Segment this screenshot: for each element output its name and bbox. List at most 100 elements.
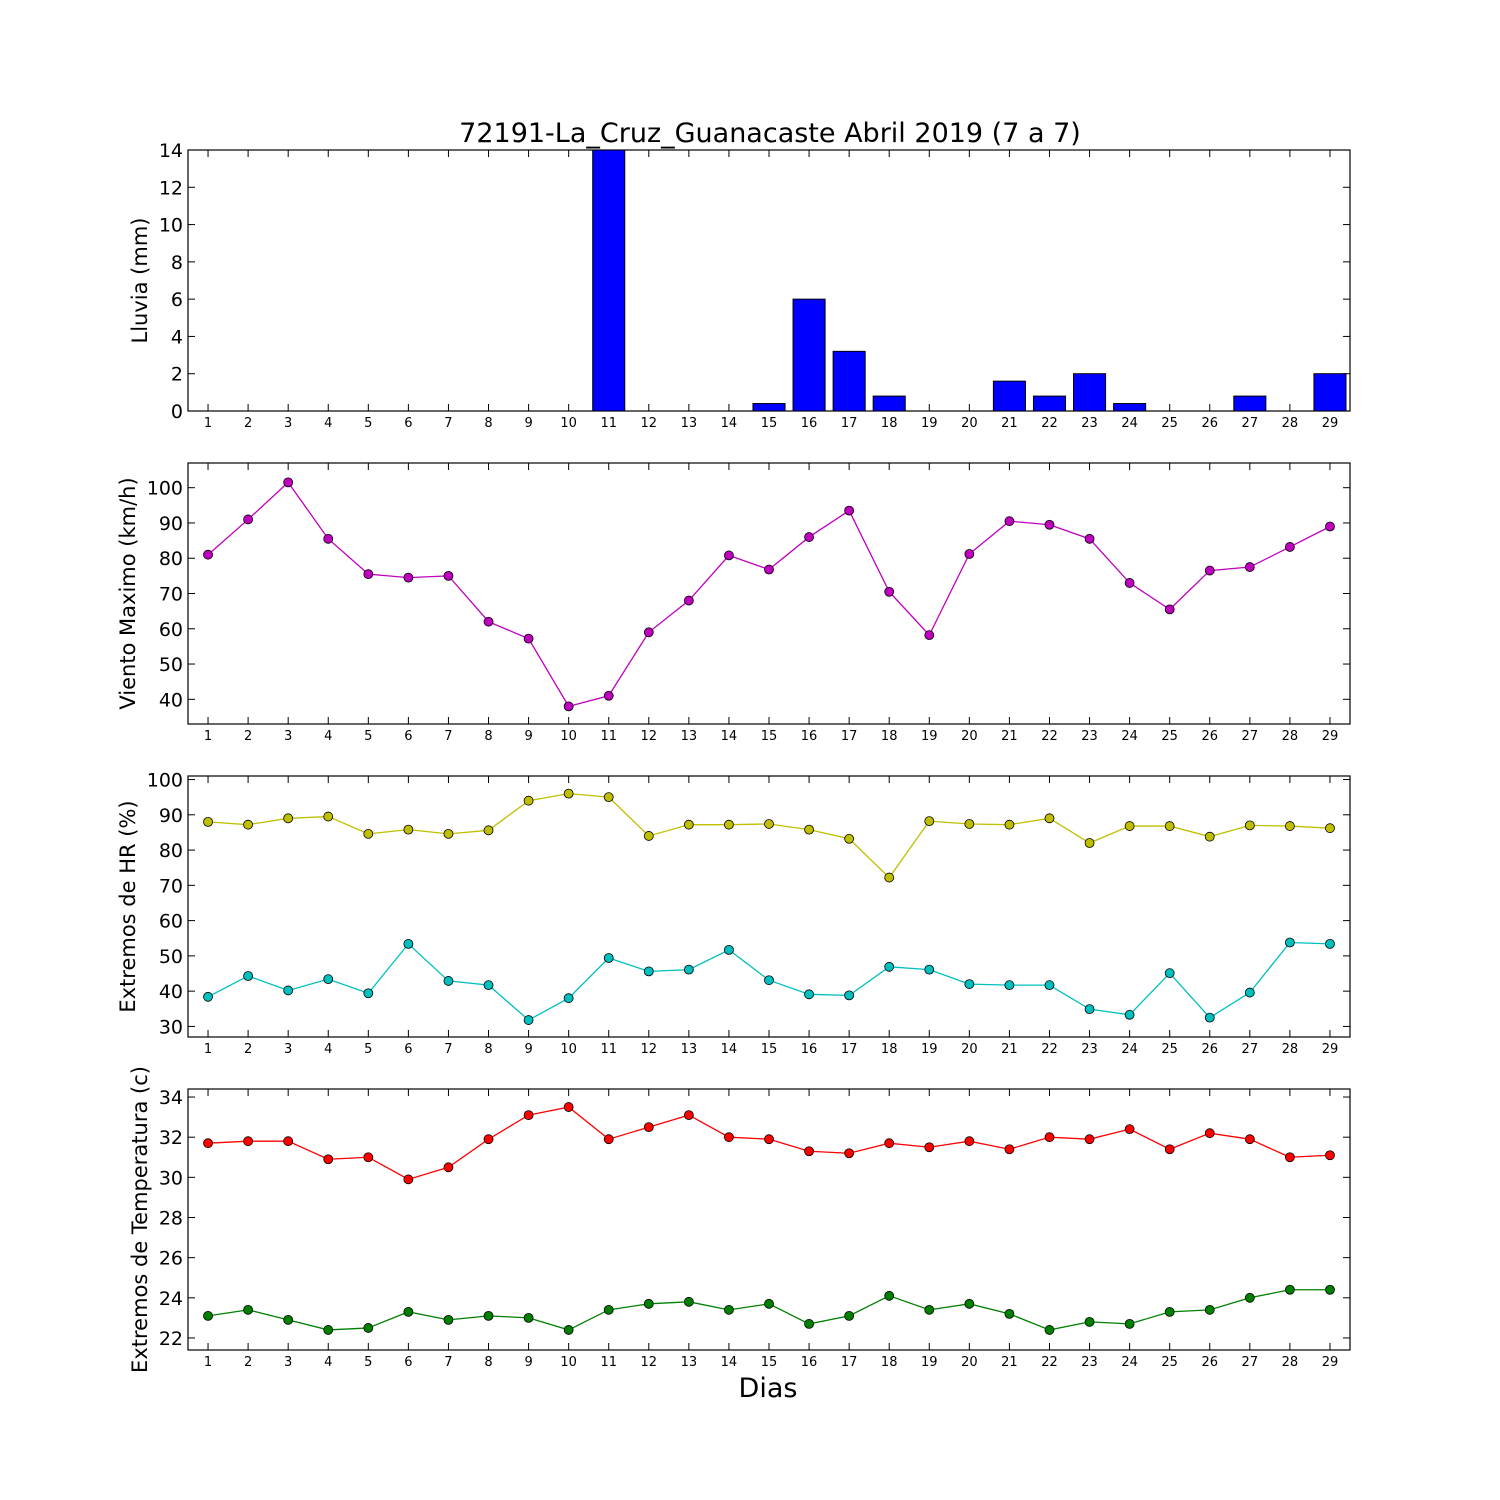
data-point <box>1004 819 1015 830</box>
data-point <box>683 595 694 606</box>
y-tick-label: 24 <box>159 1288 183 1310</box>
data-point <box>764 975 774 986</box>
x-tick-label: 20 <box>961 1042 978 1057</box>
data-point <box>243 1136 254 1147</box>
x-tick-label: 9 <box>524 1355 532 1370</box>
data-point <box>1164 1144 1175 1155</box>
x-tick-label: 5 <box>364 1042 372 1057</box>
plot-frame <box>187 149 1351 412</box>
y-tick-label: 26 <box>159 1248 183 1270</box>
x-tick-label: 7 <box>444 1042 452 1057</box>
data-point <box>884 1138 895 1149</box>
x-tick-label: 19 <box>921 1355 938 1370</box>
x-tick-label: 25 <box>1161 729 1178 744</box>
data-point <box>443 976 454 986</box>
x-tick-label: 21 <box>1001 729 1018 744</box>
data-point <box>523 795 534 806</box>
data-point <box>724 944 734 955</box>
x-tick-label: 14 <box>721 729 738 744</box>
data-point <box>523 1312 534 1323</box>
x-tick-label: 20 <box>961 1355 978 1370</box>
data-point <box>764 1134 774 1145</box>
data-point <box>1084 1134 1095 1145</box>
data-point <box>243 819 254 830</box>
data-point <box>1244 1292 1255 1303</box>
rain-bar <box>592 149 626 412</box>
data-point <box>363 828 374 839</box>
x-tick-label: 22 <box>1041 729 1058 744</box>
x-tick-label: 29 <box>1322 1042 1339 1057</box>
data-point <box>1244 987 1255 998</box>
data-point <box>563 1102 574 1112</box>
x-tick-label: 11 <box>600 1042 617 1057</box>
data-point <box>1004 1144 1015 1155</box>
x-tick-label: 25 <box>1161 1042 1178 1057</box>
y-tick-label: 80 <box>159 840 183 862</box>
data-point <box>1164 821 1175 831</box>
data-point <box>1244 820 1255 831</box>
data-point <box>844 1148 855 1159</box>
data-point <box>243 514 254 525</box>
x-tick-label: 17 <box>841 729 858 744</box>
data-point <box>483 980 494 991</box>
y-axis-label: Lluvia (mm) <box>128 218 152 344</box>
x-tick-label: 29 <box>1322 1355 1339 1370</box>
data-point <box>523 633 534 644</box>
x-tick-label: 20 <box>961 416 978 431</box>
series-line <box>207 481 1331 708</box>
x-tick-label: 27 <box>1242 416 1259 431</box>
x-tick-label: 7 <box>444 729 452 744</box>
data-point <box>804 824 814 835</box>
data-point <box>1284 937 1295 948</box>
data-point <box>1084 1316 1095 1327</box>
data-point <box>884 961 895 972</box>
data-point <box>563 701 574 712</box>
data-point <box>483 1310 494 1321</box>
data-point <box>1164 604 1175 615</box>
x-tick-label: 24 <box>1121 729 1138 744</box>
data-point <box>1325 823 1335 834</box>
x-tick-label: 28 <box>1282 1042 1299 1057</box>
x-tick-label: 3 <box>284 1042 292 1057</box>
data-point <box>323 533 334 544</box>
x-tick-label: 23 <box>1081 416 1098 431</box>
x-tick-label: 16 <box>801 1042 818 1057</box>
x-tick-label: 13 <box>681 729 698 744</box>
data-point <box>844 1310 855 1321</box>
data-point <box>1164 968 1175 979</box>
data-point <box>643 627 654 638</box>
data-point <box>563 993 574 1004</box>
x-tick-label: 17 <box>841 416 858 431</box>
data-point <box>1044 519 1055 530</box>
x-tick-label: 6 <box>404 1355 412 1370</box>
x-tick-label: 26 <box>1201 416 1218 431</box>
data-point <box>643 831 654 841</box>
data-point <box>363 988 374 999</box>
x-tick-label: 18 <box>881 729 898 744</box>
y-tick-label: 32 <box>159 1127 183 1149</box>
y-tick-label: 70 <box>159 875 183 897</box>
x-tick-label: 22 <box>1041 416 1058 431</box>
x-tick-label: 29 <box>1322 729 1339 744</box>
y-tick-label: 4 <box>171 326 183 348</box>
x-tick-label: 4 <box>324 729 332 744</box>
rain-bar <box>752 403 786 412</box>
data-point <box>603 1134 614 1145</box>
x-tick-label: 25 <box>1161 416 1178 431</box>
x-tick-label: 15 <box>761 1355 778 1370</box>
data-point <box>1124 821 1135 831</box>
x-tick-label: 17 <box>841 1355 858 1370</box>
x-tick-label: 1 <box>204 1355 212 1370</box>
y-tick-label: 100 <box>147 478 183 500</box>
y-tick-label: 14 <box>159 140 183 162</box>
data-point <box>203 1310 213 1321</box>
rain-bar <box>1233 395 1267 412</box>
data-point <box>323 1154 334 1165</box>
x-tick-label: 3 <box>284 729 292 744</box>
x-tick-label: 11 <box>600 729 617 744</box>
data-point <box>884 586 895 597</box>
data-point <box>1204 1304 1215 1315</box>
data-point <box>1124 1124 1135 1135</box>
data-point <box>964 819 975 829</box>
data-point <box>243 971 254 981</box>
